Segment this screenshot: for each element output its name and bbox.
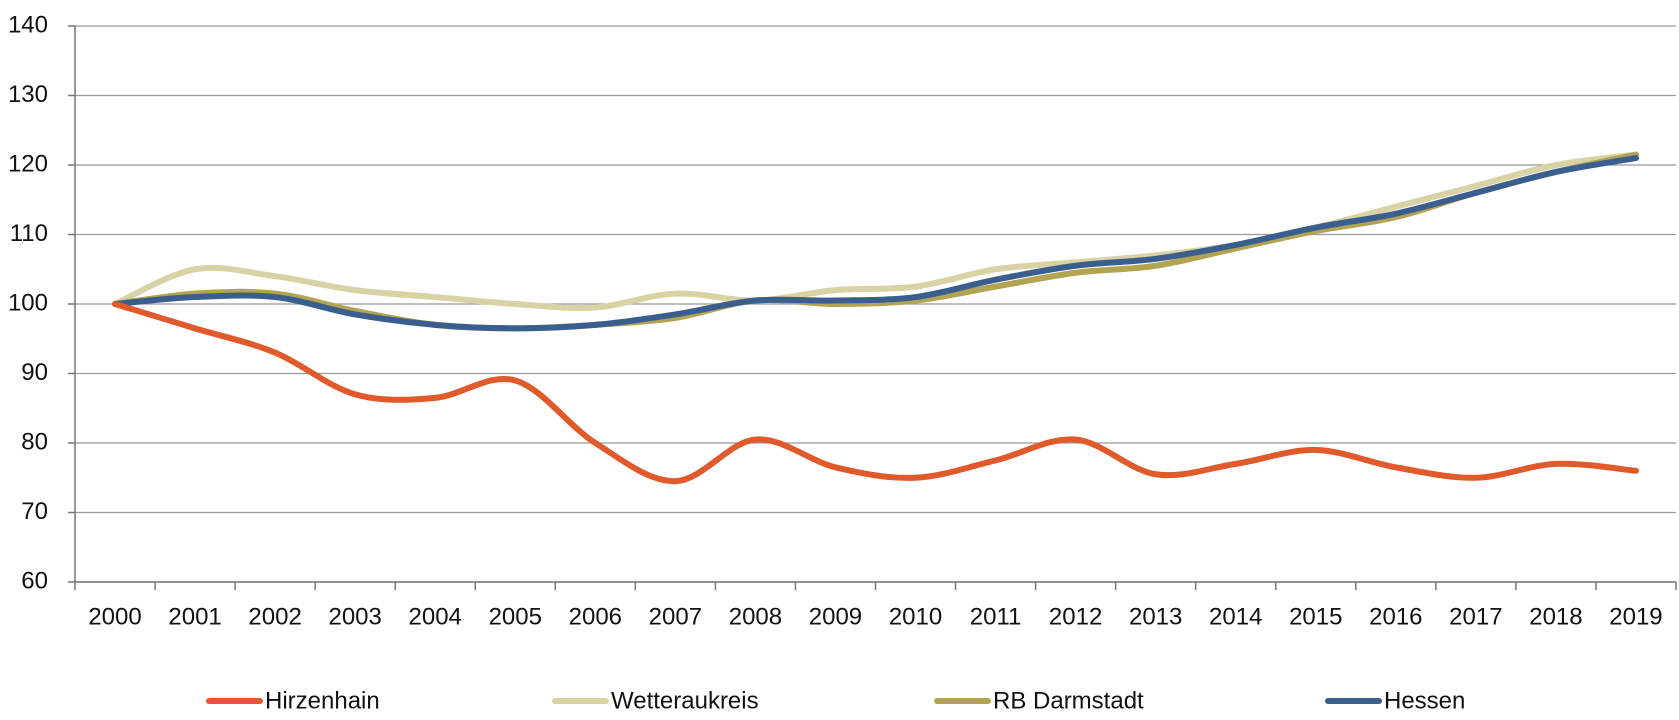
- legend-label: Hessen: [1384, 687, 1465, 714]
- y-tick-label: 100: [8, 289, 48, 316]
- y-tick-label: 140: [8, 11, 48, 38]
- x-tick-label: 2015: [1289, 603, 1342, 630]
- y-tick-label: 60: [21, 567, 48, 594]
- x-tick-label: 2007: [649, 603, 702, 630]
- x-tick-label: 2009: [809, 603, 862, 630]
- x-tick-label: 2014: [1209, 603, 1262, 630]
- legend-label: RB Darmstadt: [993, 687, 1144, 714]
- series-line: [112, 151, 1639, 311]
- x-tick-label: 2001: [168, 603, 221, 630]
- x-tick-label: 2017: [1449, 603, 1502, 630]
- x-tick-label: 2013: [1129, 603, 1182, 630]
- y-tick-label: 80: [21, 428, 48, 455]
- y-tick-label: 110: [10, 220, 48, 247]
- x-tick-label: 2006: [569, 603, 622, 630]
- x-tick-label: 2002: [248, 603, 301, 630]
- x-tick-label: 2003: [328, 603, 381, 630]
- x-tick-label: 2000: [88, 603, 141, 630]
- x-tick-label: 2018: [1529, 603, 1582, 630]
- y-tick-label: 70: [21, 498, 48, 525]
- series-line: [112, 301, 1639, 485]
- x-tick-label: 2016: [1369, 603, 1422, 630]
- series-line: [112, 155, 1639, 332]
- y-tick-label: 90: [21, 359, 48, 386]
- x-tick-label: 2008: [729, 603, 782, 630]
- x-tick-label: 2011: [970, 603, 1022, 630]
- x-tick-label: 2010: [889, 603, 942, 630]
- y-tick-label: 120: [8, 150, 48, 177]
- x-tick-label: 2004: [409, 603, 462, 630]
- x-tick-label: 2019: [1609, 603, 1662, 630]
- legend-label: Hirzenhain: [265, 687, 380, 714]
- x-tick-label: 2012: [1049, 603, 1102, 630]
- y-tick-label: 130: [8, 81, 48, 108]
- x-tick-label: 2005: [489, 603, 542, 630]
- series-line: [112, 151, 1639, 332]
- legend-label: Wetteraukreis: [611, 687, 759, 714]
